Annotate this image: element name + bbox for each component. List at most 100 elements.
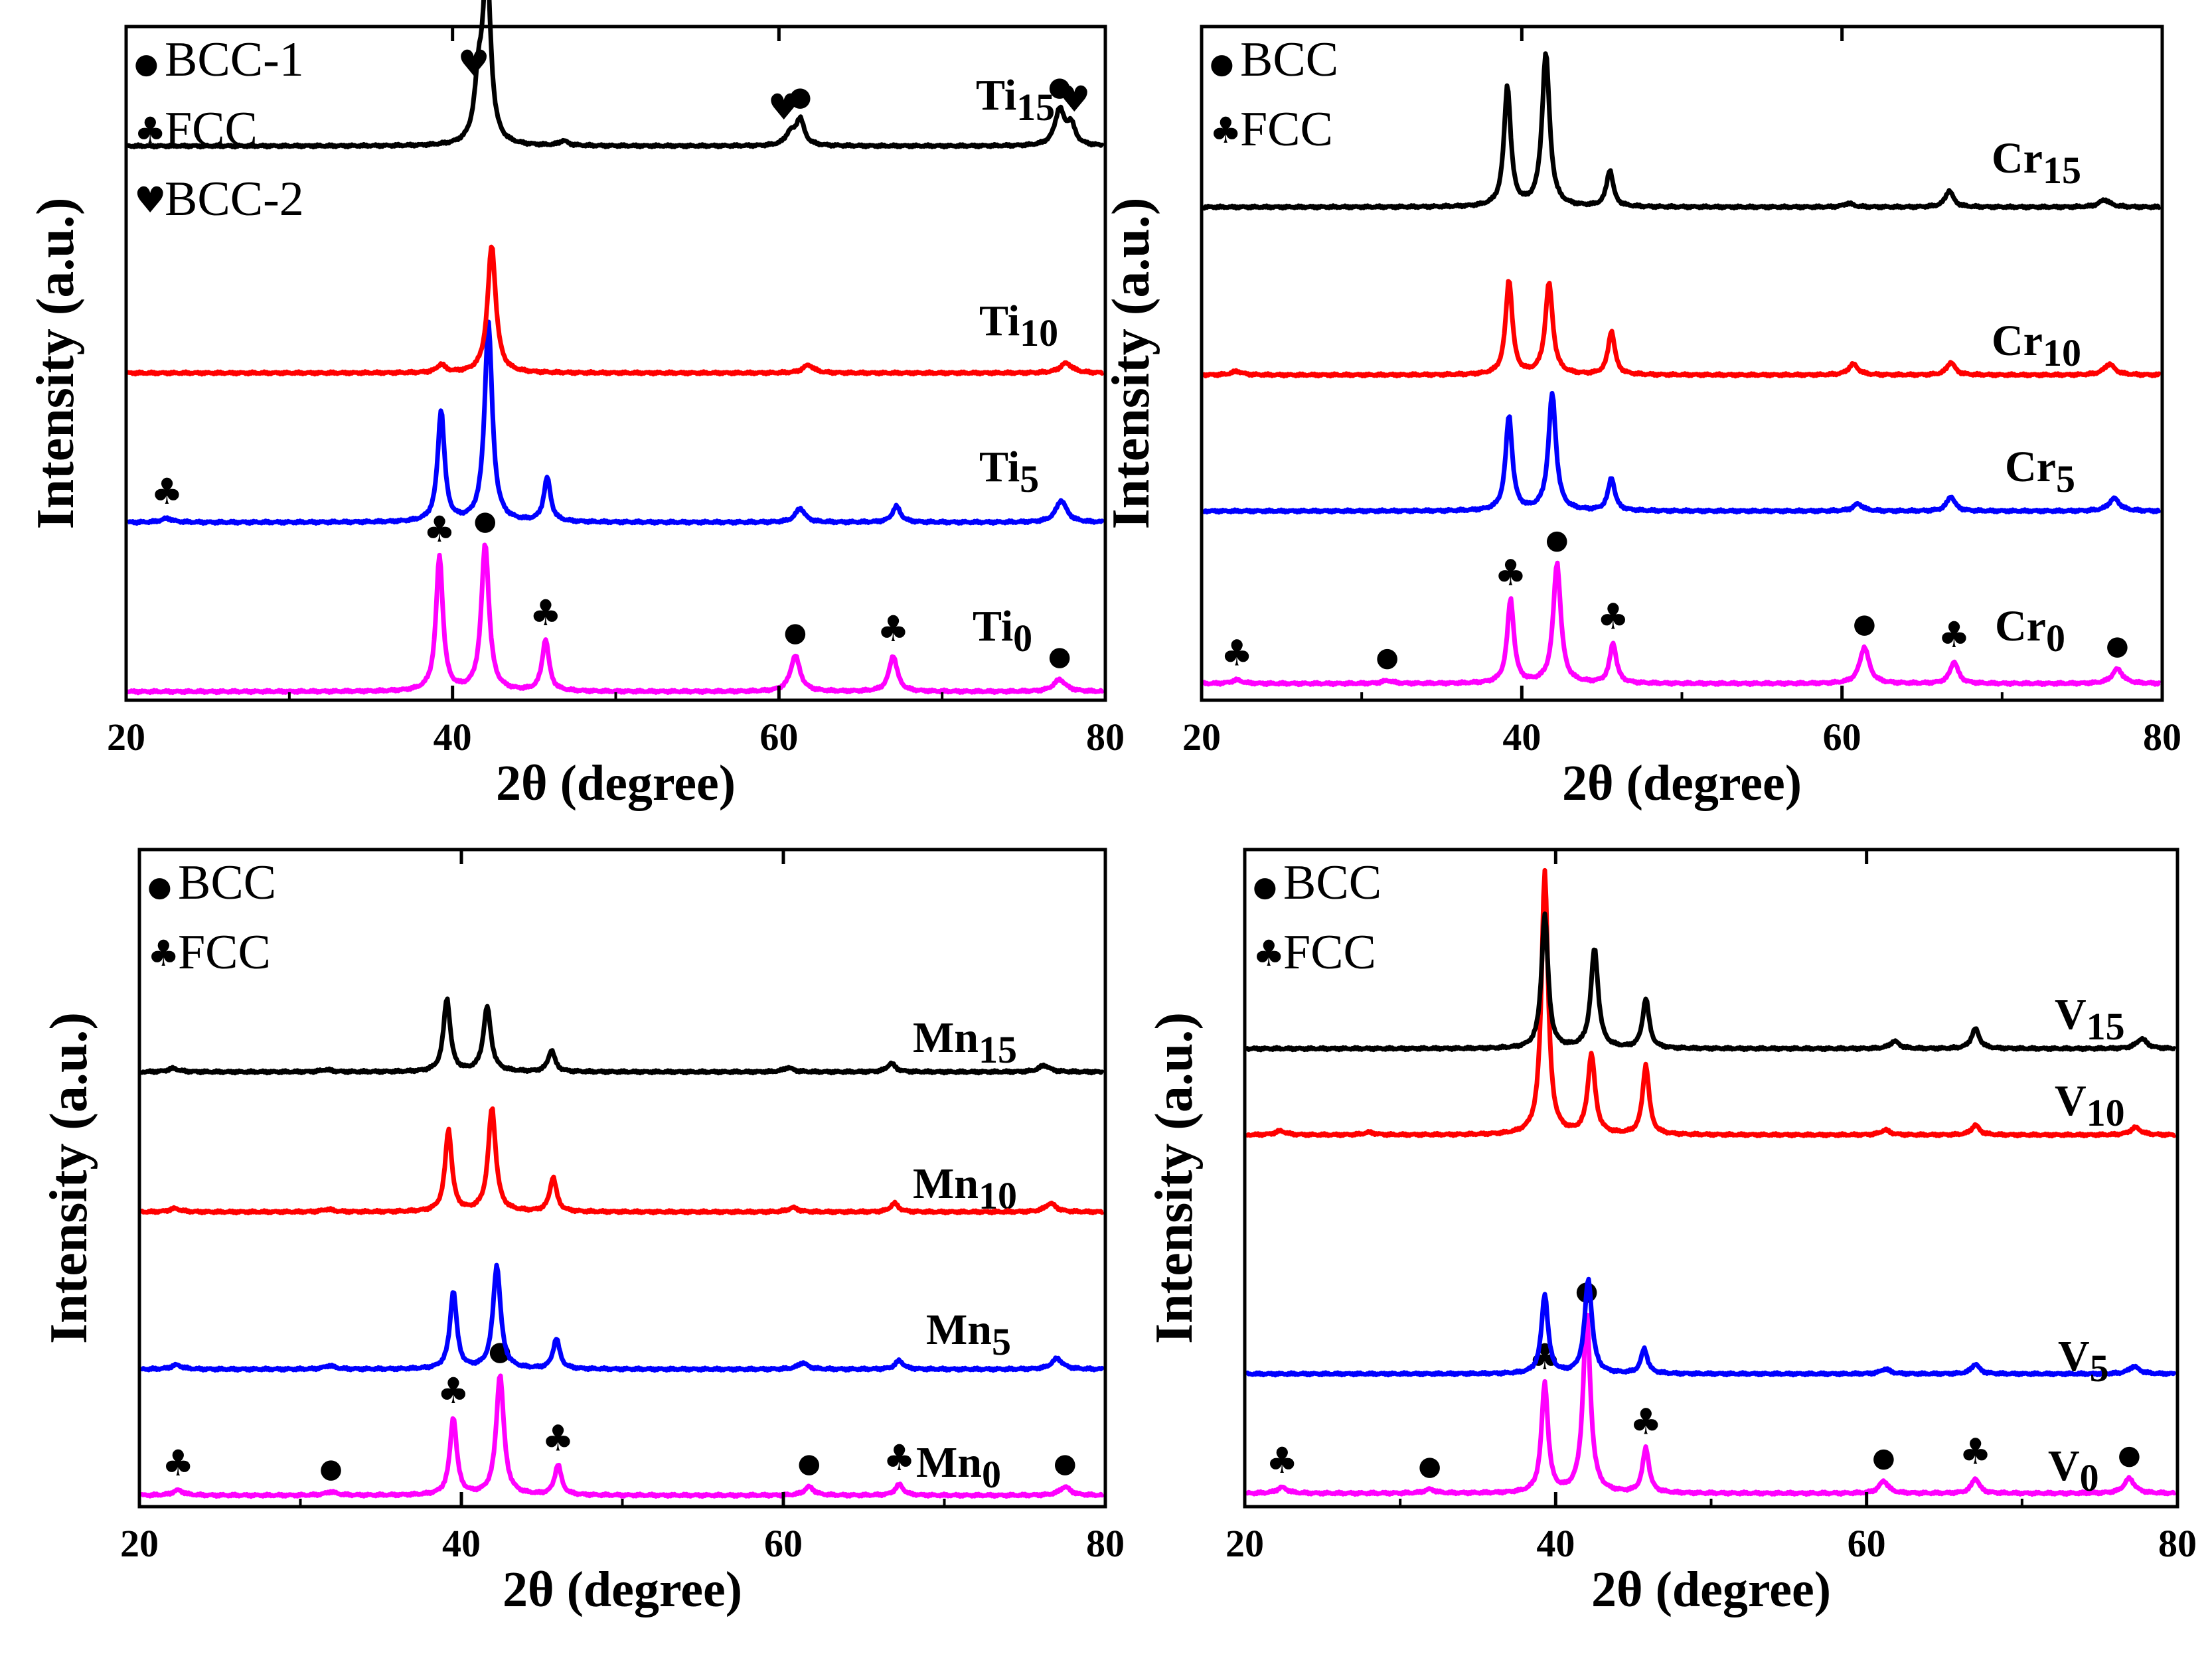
legend-symbol-v-1: ♣ bbox=[1253, 933, 1285, 974]
phase-marker-v-15-2: ♣ bbox=[1529, 1336, 1561, 1378]
phase-marker-mn-15-0: ♣ bbox=[162, 1442, 194, 1484]
series-label-v-5: V5 bbox=[2058, 1332, 2109, 1390]
x-axis-title-v: 2θ (degree) bbox=[1591, 1562, 1831, 1617]
phase-marker-v-15-5: ● bbox=[1872, 1442, 1895, 1473]
phase-marker-v-15-1: ● bbox=[1418, 1451, 1441, 1481]
x-axis-title-cr: 2θ (degree) bbox=[1562, 755, 1802, 811]
series-label-v-15: V15 bbox=[2055, 990, 2125, 1048]
legend-label-cr-0: BCC bbox=[1240, 33, 1338, 87]
phase-marker-ti-15-4: ♣ bbox=[877, 608, 909, 650]
series-line-cr-10 bbox=[1201, 391, 2162, 515]
series-line-v-0 bbox=[1244, 911, 2177, 1053]
phase-marker-v-15-7: ● bbox=[2118, 1440, 2141, 1471]
x-tick-label-v-80: 80 bbox=[2158, 1522, 2197, 1565]
x-tick-label-cr-80: 80 bbox=[2143, 715, 2181, 759]
legend-label-ti-2: BCC-2 bbox=[165, 172, 304, 226]
series-line-v-5 bbox=[1244, 867, 2177, 1139]
legend-label-ti-1: FCC bbox=[165, 102, 258, 157]
phase-marker-cr-15-6: ♣ bbox=[1938, 614, 1970, 656]
series-label-v-0: V0 bbox=[2048, 1442, 2099, 1499]
series-line-ti-15 bbox=[126, 542, 1105, 696]
x-tick-label-mn-40: 40 bbox=[442, 1522, 481, 1565]
panel-cr: ♣ ● ♣ ● ♣ ● ♣ ● Cr15 Cr10 Cr5 Cr0 20 40 60 80 2θ (degree… bbox=[1102, 25, 2181, 811]
phase-marker-cr-15-5: ● bbox=[1853, 609, 1876, 639]
x-tick-label-ti-60: 60 bbox=[759, 715, 798, 759]
phase-marker-mn-15-5: ● bbox=[797, 1448, 821, 1479]
series-line-mn-5 bbox=[139, 1106, 1105, 1216]
phase-marker-cr-15-7: ● bbox=[2106, 631, 2129, 661]
x-tick-label-cr-40: 40 bbox=[1502, 715, 1541, 759]
legend-symbol-mn-1: ♣ bbox=[147, 933, 179, 974]
legend-label-cr-1: FCC bbox=[1240, 102, 1333, 157]
x-tick-label-ti-80: 80 bbox=[1086, 715, 1125, 759]
phase-marker-cr-15-1: ● bbox=[1376, 642, 1399, 673]
phase-marker-ti-0-5: ♥ bbox=[1058, 78, 1090, 120]
plot-frame-ti bbox=[124, 25, 1107, 702]
plot-frame-v bbox=[1243, 848, 2179, 1509]
legend-symbol-mn-0: ● bbox=[147, 870, 172, 903]
phase-marker-ti-15-0: ♣ bbox=[424, 508, 455, 550]
legend-label-mn-0: BCC bbox=[178, 856, 276, 910]
phase-marker-cr-15-0: ♣ bbox=[1221, 633, 1253, 674]
y-axis-title-mn: Intensity (a.u.) bbox=[40, 1012, 98, 1344]
phase-marker-cr-15-2: ♣ bbox=[1494, 552, 1526, 594]
series-line-mn-0 bbox=[139, 996, 1105, 1076]
series-label-ti-15: Ti15 bbox=[976, 71, 1055, 129]
phase-marker-v-15-6: ♣ bbox=[1959, 1431, 1991, 1473]
phase-marker-ti-0-4: ● bbox=[1048, 72, 1071, 102]
x-tick-label-mn-60: 60 bbox=[764, 1522, 803, 1565]
y-axis-title-cr: Intensity (a.u.) bbox=[1102, 197, 1160, 529]
series-label-ti-5: Ti5 bbox=[979, 443, 1039, 500]
legend-symbol-ti-2: ♥ bbox=[134, 179, 166, 221]
phase-marker-v-15-0: ♣ bbox=[1266, 1440, 1298, 1481]
legend-label-ti-0: BCC-1 bbox=[165, 33, 304, 87]
x-tick-label-v-60: 60 bbox=[1848, 1522, 1886, 1565]
series-line-cr-0 bbox=[1201, 51, 2162, 211]
series-label-mn-0: Mn0 bbox=[916, 1438, 1001, 1496]
legend-label-v-1: FCC bbox=[1283, 925, 1376, 980]
x-tick-label-cr-20: 20 bbox=[1182, 715, 1221, 759]
series-label-cr-0: Cr0 bbox=[1995, 602, 2065, 660]
legend-label-mn-1: FCC bbox=[178, 925, 271, 980]
phase-marker-mn-15-7: ● bbox=[1054, 1448, 1077, 1479]
x-tick-label-mn-20: 20 bbox=[120, 1522, 159, 1565]
series-line-ti-10 bbox=[126, 319, 1105, 526]
series-label-cr-15: Cr15 bbox=[1992, 134, 2081, 192]
legend-symbol-ti-0: ● bbox=[134, 47, 159, 80]
series-label-mn-15: Mn15 bbox=[913, 1014, 1017, 1071]
series-label-mn-5: Mn5 bbox=[926, 1306, 1011, 1363]
series-label-ti-10: Ti10 bbox=[979, 297, 1058, 354]
series-line-ti-5 bbox=[126, 244, 1105, 377]
series-label-cr-5: Cr5 bbox=[2005, 443, 2075, 500]
phase-marker-ti-0-0: ♥ bbox=[457, 42, 489, 84]
legend-symbol-ti-1: ♣ bbox=[134, 110, 166, 151]
phase-marker-ti-15-2: ♣ bbox=[530, 592, 562, 634]
x-tick-label-v-20: 20 bbox=[1225, 1522, 1264, 1565]
x-axis-title-mn: 2θ (degree) bbox=[503, 1562, 742, 1617]
legend-label-v-0: BCC bbox=[1283, 856, 1382, 910]
phase-marker-cr-15-4: ♣ bbox=[1597, 596, 1629, 638]
phase-marker-cr-15-3: ● bbox=[1545, 525, 1569, 556]
panel-v: ♣ ● ♣ ● ♣ ● ♣ ● V15 V10 V5 V0 20 40 60 80 2θ (degree) Int… bbox=[1145, 848, 2197, 1617]
x-tick-label-cr-60: 60 bbox=[1823, 715, 1861, 759]
legend-symbol-v-0: ● bbox=[1253, 870, 1277, 903]
y-axis-title-ti: Intensity (a.u.) bbox=[27, 197, 85, 529]
y-axis-title-v: Intensity (a.u.) bbox=[1145, 1012, 1204, 1344]
x-tick-label-ti-20: 20 bbox=[107, 715, 145, 759]
phase-marker-mn-15-2: ♣ bbox=[437, 1370, 469, 1412]
series-line-ti-0 bbox=[126, 0, 1105, 150]
series-line-v-15 bbox=[1245, 1312, 2177, 1497]
phase-marker-ti-10-0: ♣ bbox=[151, 471, 183, 512]
phase-marker-ti-15-3: ● bbox=[783, 617, 807, 648]
series-line-cr-5 bbox=[1201, 279, 2162, 379]
series-line-cr-15 bbox=[1201, 560, 2162, 688]
phase-marker-ti-0-3: ● bbox=[789, 82, 812, 112]
phase-marker-v-15-4: ♣ bbox=[1630, 1401, 1662, 1443]
legend-symbol-cr-0: ● bbox=[1210, 47, 1234, 80]
phase-marker-mn-15-6: ♣ bbox=[883, 1437, 915, 1479]
series-line-v-10 bbox=[1244, 1276, 2177, 1378]
phase-marker-ti-0-2: ♥ bbox=[767, 86, 799, 128]
